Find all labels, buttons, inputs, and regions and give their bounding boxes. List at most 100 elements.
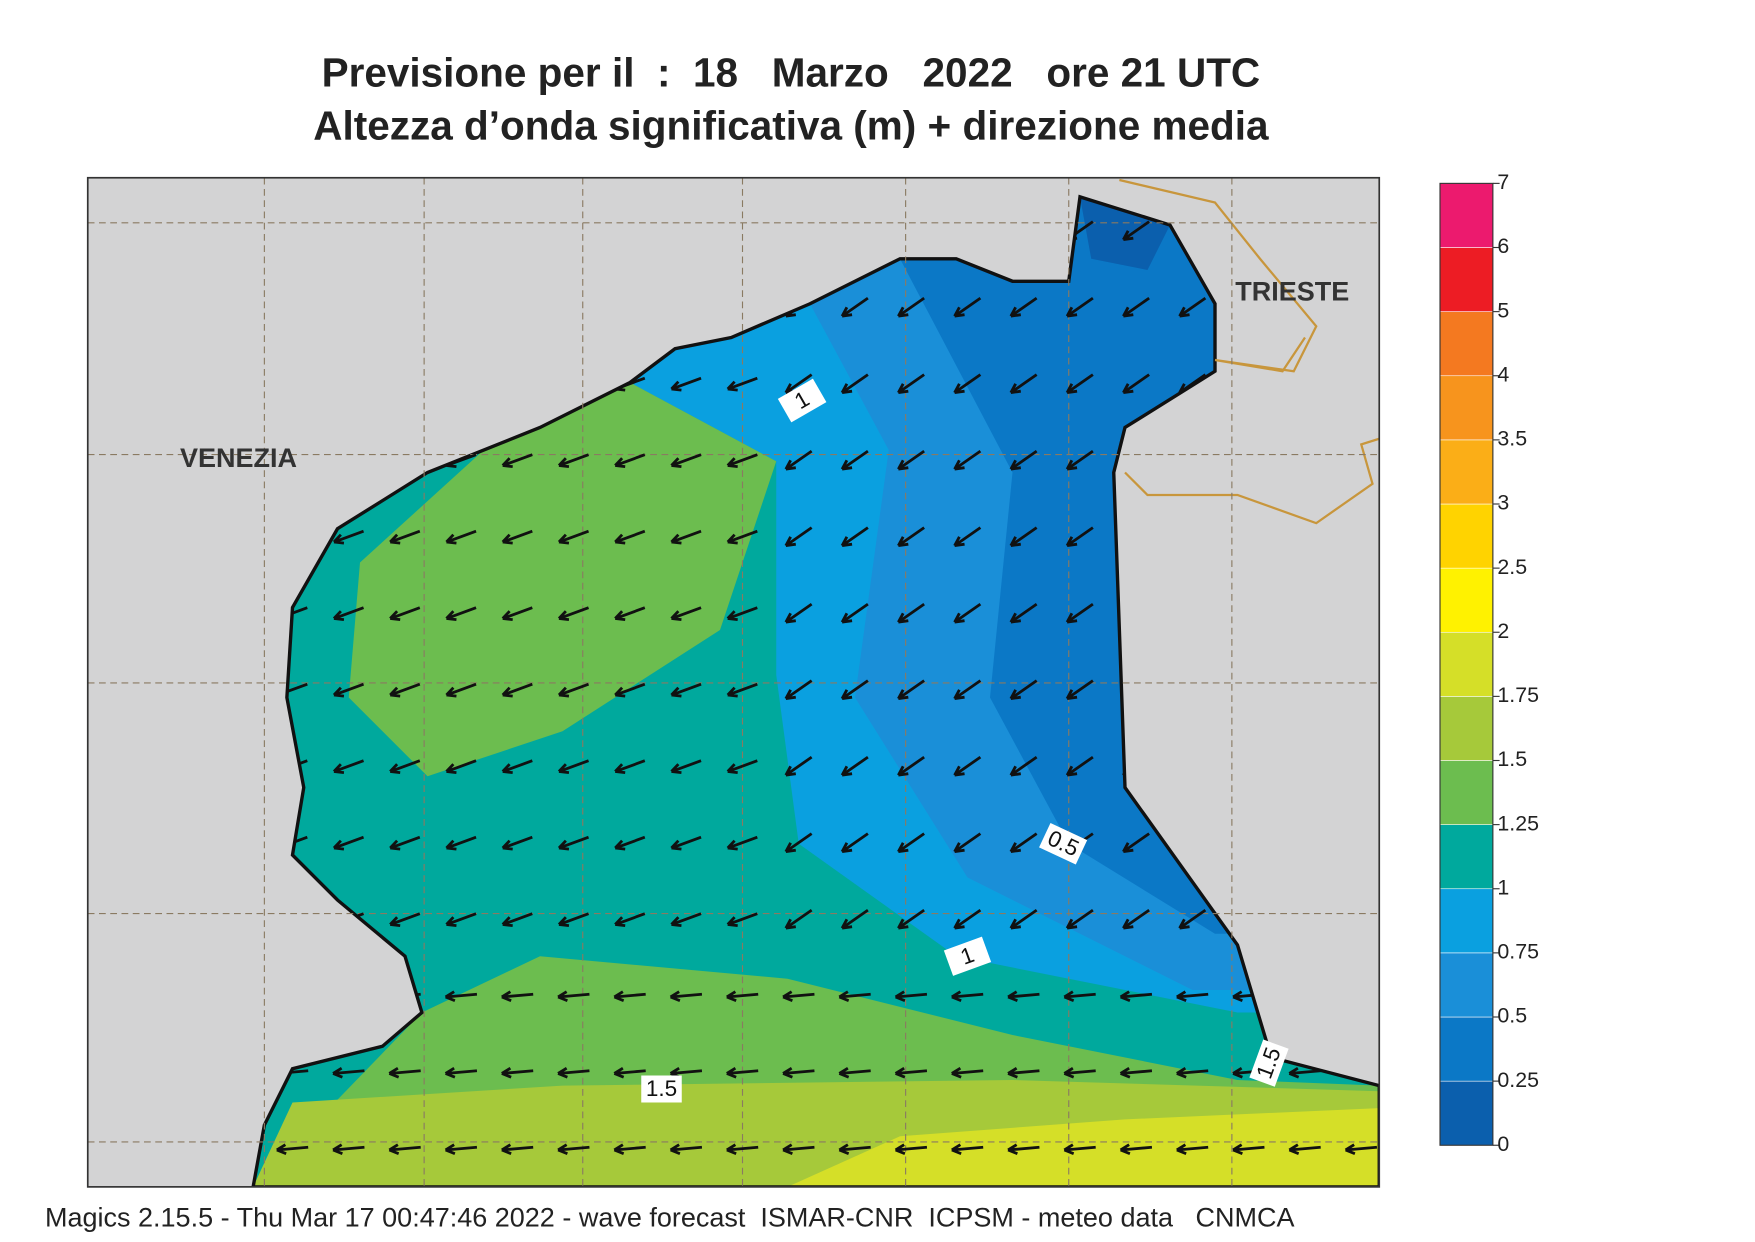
arrow bbox=[840, 755, 869, 777]
arrow bbox=[557, 606, 590, 622]
arrow bbox=[670, 682, 702, 698]
arrow bbox=[784, 679, 813, 701]
legend-bin bbox=[1439, 952, 1494, 1018]
arrow bbox=[557, 759, 590, 775]
arrow bbox=[1122, 296, 1150, 318]
legend-label: 0 bbox=[1497, 1132, 1509, 1156]
arrow bbox=[894, 1143, 928, 1156]
arrow bbox=[670, 835, 702, 851]
arrow bbox=[782, 1143, 815, 1156]
arrow bbox=[1063, 990, 1096, 1003]
arrow bbox=[726, 529, 758, 545]
arrow bbox=[726, 912, 758, 928]
arrow bbox=[1122, 832, 1150, 854]
arrow bbox=[840, 373, 869, 395]
arrow bbox=[726, 1143, 759, 1156]
arrow bbox=[501, 529, 533, 545]
arrow bbox=[445, 912, 477, 928]
arrow bbox=[332, 759, 365, 775]
arrow bbox=[840, 832, 869, 854]
arrow bbox=[332, 529, 365, 545]
arrow bbox=[897, 602, 925, 624]
arrow bbox=[389, 759, 421, 775]
legend-label: 0.75 bbox=[1497, 940, 1539, 964]
arrow bbox=[897, 373, 925, 395]
arrow bbox=[897, 296, 925, 318]
legend-label: 2.5 bbox=[1497, 555, 1527, 579]
arrow bbox=[445, 682, 477, 698]
arrow bbox=[613, 990, 646, 1003]
arrow bbox=[670, 376, 702, 392]
arrow bbox=[1176, 990, 1209, 1003]
legend-label: 1 bbox=[1497, 875, 1509, 899]
label-bg bbox=[1039, 822, 1088, 865]
arrow bbox=[388, 1143, 421, 1156]
arrow bbox=[784, 602, 813, 624]
arrow bbox=[726, 990, 759, 1003]
contour-label: 1 bbox=[943, 936, 992, 976]
arrow bbox=[444, 1143, 478, 1156]
grid-line bbox=[87, 177, 1380, 1187]
arrow bbox=[1065, 373, 1094, 395]
arrow bbox=[557, 835, 590, 851]
arrow bbox=[1122, 373, 1150, 395]
legend-label: 6 bbox=[1497, 234, 1509, 258]
title: Previsione per il : 18 Marzo 2022 ore 21… bbox=[322, 50, 1261, 96]
arrow bbox=[445, 606, 477, 622]
arrow bbox=[614, 529, 646, 545]
arrow bbox=[276, 1143, 309, 1156]
arrow bbox=[614, 606, 646, 622]
arrow bbox=[557, 1067, 590, 1079]
legend-bin bbox=[1439, 696, 1494, 761]
arrow bbox=[840, 449, 869, 471]
arrow bbox=[897, 832, 925, 854]
arrow bbox=[726, 1067, 759, 1079]
arrow bbox=[669, 990, 703, 1003]
legend-label: 7 bbox=[1497, 170, 1509, 194]
legend-label: 0.5 bbox=[1497, 1004, 1527, 1028]
arrow bbox=[1232, 1143, 1265, 1156]
arrow bbox=[669, 1143, 703, 1156]
arrow bbox=[953, 679, 982, 701]
arrow bbox=[953, 908, 982, 930]
arrow bbox=[332, 1067, 365, 1079]
arrow bbox=[1007, 990, 1040, 1003]
arrow bbox=[389, 529, 421, 545]
arrow bbox=[1065, 755, 1094, 777]
arrow bbox=[501, 912, 533, 928]
contour-label: 1.5 bbox=[641, 1075, 682, 1103]
arrow bbox=[1009, 832, 1038, 854]
arrow bbox=[332, 835, 365, 851]
legend-bin bbox=[1439, 888, 1494, 954]
arrow bbox=[1065, 296, 1094, 318]
arrow bbox=[332, 1143, 365, 1156]
arrow bbox=[1178, 296, 1207, 318]
label-bg bbox=[943, 936, 992, 976]
arrow bbox=[726, 682, 758, 698]
contour-label: 1 bbox=[777, 378, 827, 423]
arrow bbox=[784, 755, 813, 777]
arrow bbox=[1007, 1067, 1040, 1079]
arrow bbox=[388, 1067, 421, 1079]
legend: 0 0.25 0.5 0.75 1 1.25 1.5 1.75 2 2.5 3 3.5 4 5 6 7 bbox=[1439, 170, 1539, 1156]
arrow bbox=[726, 453, 758, 469]
arrow bbox=[1065, 602, 1094, 624]
arrow bbox=[726, 606, 758, 622]
legend-bin bbox=[1439, 503, 1494, 569]
arrow bbox=[501, 1143, 534, 1156]
arrow bbox=[894, 1067, 928, 1079]
legend-bin bbox=[1439, 247, 1494, 312]
arrow bbox=[389, 912, 421, 928]
arrow bbox=[670, 529, 702, 545]
arrow bbox=[501, 682, 533, 698]
arrow bbox=[840, 908, 869, 930]
arrow bbox=[897, 755, 925, 777]
arrow bbox=[1063, 1143, 1096, 1156]
arrow bbox=[332, 682, 365, 698]
arrow bbox=[951, 1143, 984, 1156]
arrow bbox=[557, 529, 590, 545]
arrow bbox=[670, 912, 702, 928]
arrow bbox=[1065, 449, 1094, 471]
